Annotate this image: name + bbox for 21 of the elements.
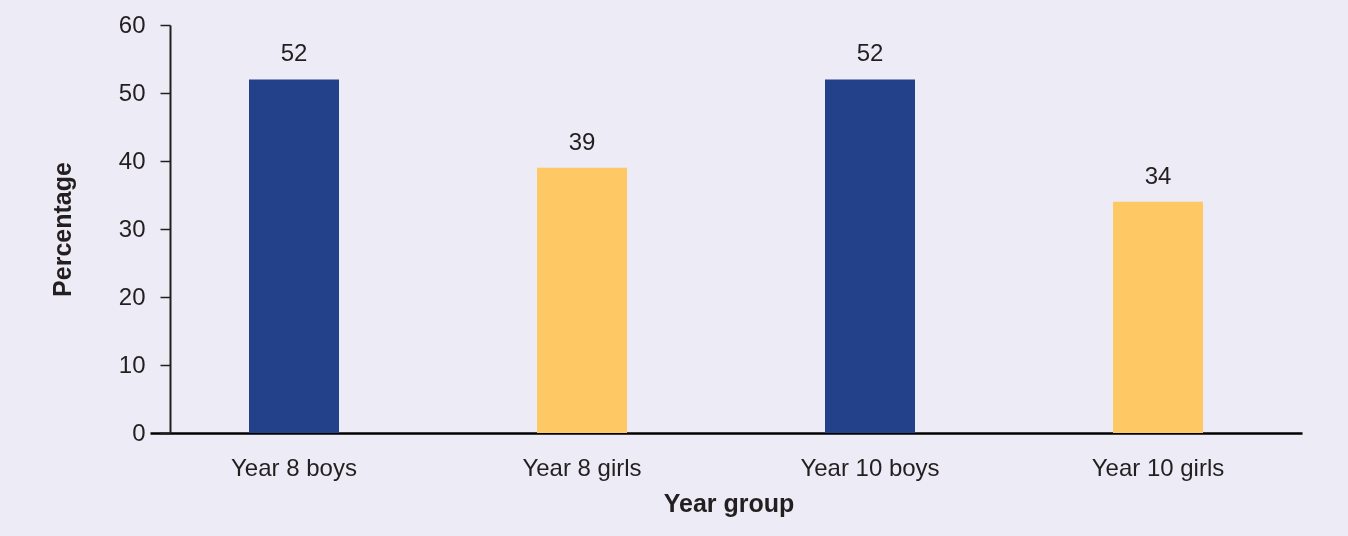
data-label: 34 xyxy=(1144,161,1172,189)
x-tick-label: Year 8 girls xyxy=(522,453,642,481)
y-tick-label: 20 xyxy=(118,282,146,310)
bar xyxy=(825,79,915,433)
bar xyxy=(537,167,627,433)
y-axis-title: Percentage xyxy=(47,162,76,297)
data-label: 39 xyxy=(568,127,596,155)
bar xyxy=(249,79,339,433)
x-axis-title: Year group xyxy=(663,488,795,517)
y-tick-label: 60 xyxy=(118,10,146,38)
y-tick-label: 50 xyxy=(118,78,146,106)
y-tick-label: 10 xyxy=(118,350,146,378)
y-tick-label: 40 xyxy=(118,146,146,174)
data-label: 52 xyxy=(280,39,308,67)
x-tick-label: Year 10 boys xyxy=(800,453,940,481)
x-tick-label: Year 8 boys xyxy=(231,453,357,481)
y-tick-label: 0 xyxy=(132,418,146,446)
data-label: 52 xyxy=(856,39,884,67)
y-tick-label: 30 xyxy=(118,214,146,242)
x-tick-label: Year 10 girls xyxy=(1091,453,1225,481)
bar xyxy=(1113,201,1203,433)
